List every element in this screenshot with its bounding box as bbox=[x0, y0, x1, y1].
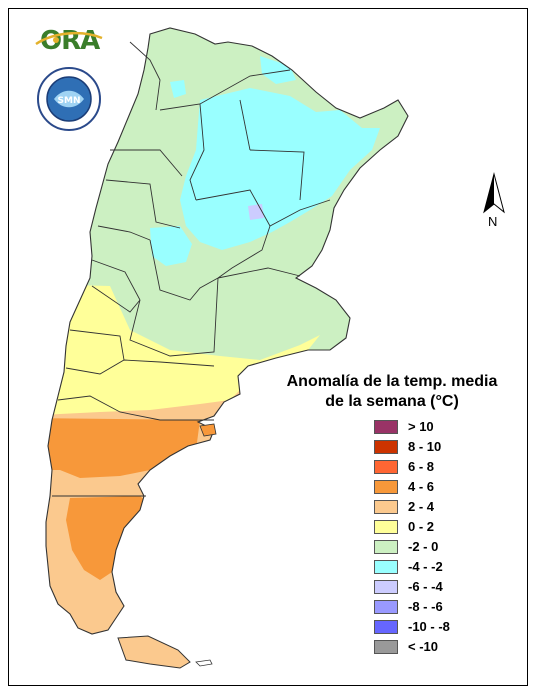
legend-label: 0 - 2 bbox=[408, 519, 435, 534]
zone-orange-north bbox=[46, 418, 200, 478]
legend-swatch bbox=[374, 420, 398, 434]
seal-inner-text: SMN bbox=[58, 96, 81, 106]
legend-swatch bbox=[374, 520, 398, 534]
legend-swatch bbox=[374, 580, 398, 594]
legend-swatch bbox=[374, 560, 398, 574]
zone-cyan-west bbox=[150, 226, 192, 266]
legend-label: -6 - -4 bbox=[408, 579, 443, 594]
legend-label: -4 - -2 bbox=[408, 559, 443, 574]
peninsula-valdes bbox=[199, 423, 217, 437]
province-boundaries bbox=[45, 27, 409, 635]
legend-label: -10 - -8 bbox=[408, 619, 450, 634]
legend-swatch bbox=[374, 620, 398, 634]
zone-lavender bbox=[248, 204, 264, 220]
legend-label: 4 - 6 bbox=[408, 479, 435, 494]
legend-label: 6 - 8 bbox=[408, 459, 435, 474]
legend-title-line2: de la semana (°C) bbox=[325, 393, 459, 410]
legend-swatch bbox=[374, 500, 398, 514]
zone-yellow bbox=[46, 284, 320, 416]
legend-label: > 10 bbox=[408, 419, 434, 434]
north-label: N bbox=[488, 214, 498, 229]
ora-logo: ORA bbox=[40, 26, 100, 56]
legend-label: -2 - 0 bbox=[408, 539, 439, 554]
legend-label: 8 - 10 bbox=[408, 439, 442, 454]
legend-swatch bbox=[374, 440, 398, 454]
legend-title: Anomalía de la temp. media de la semana … bbox=[262, 372, 522, 412]
zone-cyan-northeast bbox=[260, 56, 296, 84]
zone-orange-south bbox=[66, 496, 150, 580]
zone-cyan-north-dot bbox=[170, 80, 186, 98]
north-arrow-icon bbox=[483, 172, 505, 214]
legend-swatch bbox=[374, 480, 398, 494]
legend-title-line1: Anomalía de la temp. media bbox=[286, 373, 498, 390]
legend-swatch bbox=[374, 600, 398, 614]
zone-cyan-main bbox=[180, 88, 380, 250]
legend-swatch bbox=[374, 640, 398, 654]
legend-label: -8 - -6 bbox=[408, 599, 443, 614]
legend-label: 2 - 4 bbox=[408, 499, 435, 514]
ora-logo-swoosh-icon bbox=[35, 32, 103, 46]
legend-swatch bbox=[374, 460, 398, 474]
tierra-del-fuego bbox=[117, 635, 191, 669]
island-small bbox=[195, 659, 213, 667]
smn-seal-icon: SMN bbox=[37, 67, 101, 131]
legend-label: < -10 bbox=[408, 639, 438, 654]
legend-swatch bbox=[374, 540, 398, 554]
